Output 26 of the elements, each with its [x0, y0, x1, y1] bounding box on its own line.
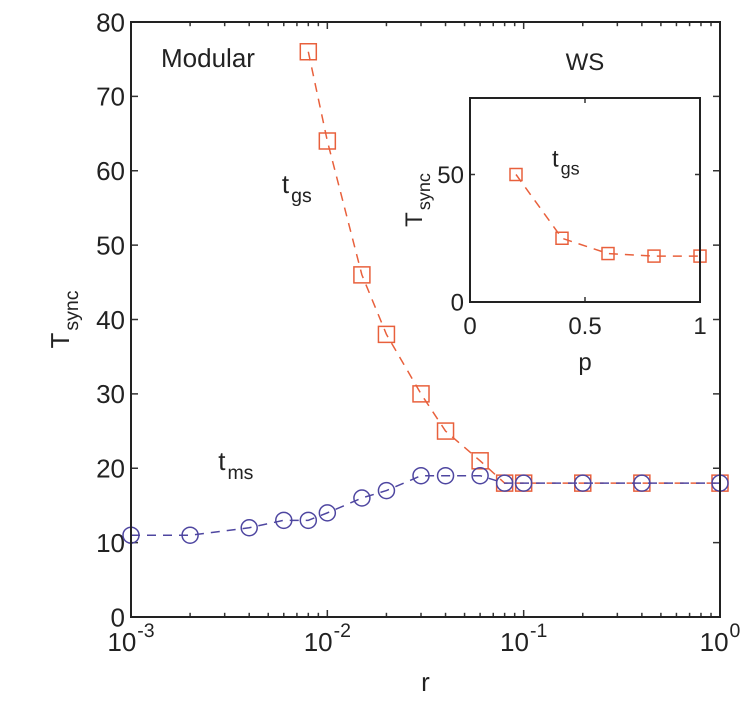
- x-tick-label: 0.5: [568, 313, 602, 340]
- point: [509, 168, 523, 182]
- y-tick-label: 50: [437, 162, 464, 190]
- x-axis-title: p: [578, 349, 592, 376]
- y-tick-label: 80: [96, 7, 125, 38]
- text: Modular: [161, 43, 256, 73]
- x-tick-label: 10$^{-1}$: [500, 620, 548, 657]
- x-tick-label: 1: [693, 313, 707, 340]
- y-tick-label: 10: [96, 528, 125, 558]
- point: [601, 246, 615, 260]
- y-tick-label: 60: [96, 156, 125, 186]
- y-tick-label: 50: [96, 230, 125, 260]
- y-tick-label: 70: [96, 82, 125, 112]
- x-axis-title: r: [421, 667, 430, 697]
- point: [555, 232, 569, 245]
- x-tick-label: 10$^{0}$: [700, 620, 741, 657]
- chart-title: WS: [566, 49, 604, 76]
- point: [647, 249, 661, 263]
- x-tick-label: 10$^{-2}$: [304, 620, 351, 657]
- point: [693, 249, 707, 263]
- series-label: t$_{gs}$: [282, 168, 312, 207]
- y-tick-label: 30: [96, 379, 125, 410]
- y-tick-label: 40: [96, 304, 125, 335]
- series-label: t$_{gs}$: [552, 146, 580, 179]
- series-label: t$_{ms}$: [218, 446, 254, 484]
- y-tick-label: 20: [96, 454, 125, 484]
